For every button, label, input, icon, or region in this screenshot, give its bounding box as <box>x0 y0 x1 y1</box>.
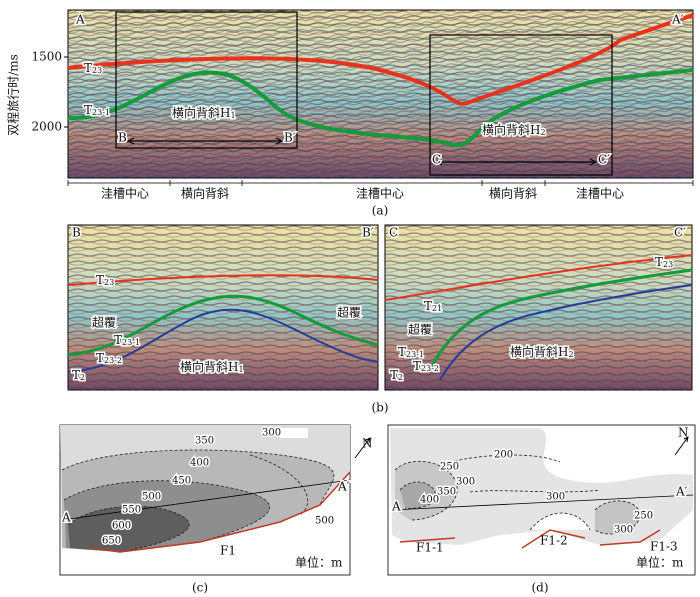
segment-label: 横向背斜 <box>489 186 537 201</box>
caption: (d) <box>531 581 548 595</box>
contour-label: 250 <box>440 462 459 473</box>
caption: (c) <box>192 581 208 595</box>
contour-label: 300 <box>546 492 565 503</box>
horizon-label: T23-1 <box>84 103 110 118</box>
structure-label: 横向背斜H2 <box>510 344 574 360</box>
label: A′ <box>675 485 688 499</box>
north-label: N <box>362 437 373 451</box>
label: C′ <box>598 153 610 167</box>
contour-label: 300 <box>262 428 281 439</box>
label: B <box>118 131 127 145</box>
label: B <box>72 226 81 240</box>
contour-label: 350 <box>437 487 456 498</box>
fault-label: F1 <box>220 544 236 558</box>
annotation: 超覆 <box>337 305 361 320</box>
north-label: N <box>678 426 689 440</box>
horizon-label: T23 <box>96 273 114 288</box>
contour-label: 350 <box>195 436 214 447</box>
label: C <box>389 226 398 240</box>
label: A <box>61 511 71 525</box>
panel-a: 双程旅行时/ms 1500 2000 A A′ B B′ C C′ T23 T2… <box>6 9 694 218</box>
contour-label: 300 <box>614 525 633 536</box>
y-tick-label: 1500 <box>31 50 62 64</box>
horizon-label: T2 <box>72 368 85 383</box>
contour-label: 250 <box>634 511 653 522</box>
horizon-label: T23-1 <box>114 333 140 348</box>
label: A′ <box>671 13 684 27</box>
segment-label: 横向背斜 <box>181 186 229 201</box>
contour-label: 300 <box>456 477 475 488</box>
annotation: 超覆 <box>408 322 432 337</box>
contour-label: 500 <box>142 492 161 503</box>
fault-label: F1-2 <box>540 534 568 548</box>
caption: (a) <box>372 204 389 218</box>
contour-label: 600 <box>112 521 131 532</box>
unit-label: 单位：m <box>636 555 684 570</box>
label: A <box>391 500 401 514</box>
segment-label: 洼槽中心 <box>576 186 624 201</box>
contour-label: 500 <box>315 516 334 527</box>
horizon-label: T23-1 <box>398 345 424 360</box>
contour-label: 200 <box>494 450 513 461</box>
label: B′ <box>362 226 374 240</box>
caption: (b) <box>371 401 388 415</box>
segment-label: 洼槽中心 <box>101 186 149 201</box>
fault-label: F1-1 <box>416 541 444 555</box>
label: C <box>432 153 441 167</box>
y-tick-label: 2000 <box>31 120 62 134</box>
label: A′ <box>337 480 350 494</box>
label: A <box>75 13 85 27</box>
horizon-label: T2 <box>390 368 403 383</box>
structure-label: 横向背斜H1 <box>180 359 244 375</box>
contour-label: 650 <box>102 536 121 547</box>
horizon-label: T23-2 <box>413 359 439 374</box>
panel-b: B B′ T23 超覆 超覆 T23-1 T23-2 T2 横向背斜H1 C C… <box>67 224 693 415</box>
contour-label: 450 <box>172 476 191 487</box>
panel-c: 350 300 400 450 500 550 600 650 500 F1 单… <box>60 424 373 595</box>
y-axis-label: 双程旅行时/ms <box>6 54 21 136</box>
horizon-label: T23-2 <box>96 351 122 366</box>
contour-label: 400 <box>420 495 439 506</box>
contour-label: 550 <box>122 505 141 516</box>
horizon-label: T23 <box>655 255 673 270</box>
label: B′ <box>284 131 296 145</box>
fault-label: F1-3 <box>650 540 678 554</box>
horizon-label: T23 <box>84 61 102 76</box>
contour-label: 400 <box>190 458 209 469</box>
unit-label: 单位：m <box>295 555 343 570</box>
annotation: 超覆 <box>92 315 116 330</box>
label: C′ <box>674 226 686 240</box>
panel-d: 200 250 300 350 400 300 300 250 F1-1 F1-… <box>387 424 696 595</box>
horizon-label: T21 <box>424 299 442 314</box>
segment-label: 洼槽中心 <box>356 186 404 201</box>
structure-label: 横向背斜H1 <box>172 105 236 121</box>
structure-label: 横向背斜H2 <box>482 122 546 138</box>
